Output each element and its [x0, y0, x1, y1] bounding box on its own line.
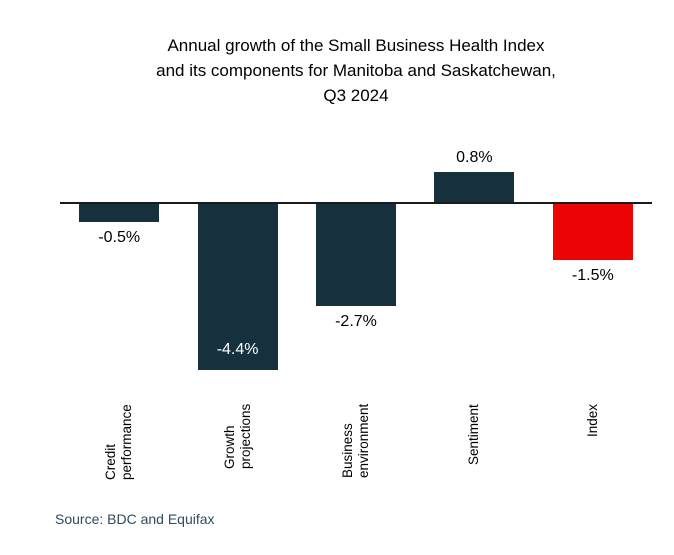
category-label-index: Index [584, 403, 600, 437]
category-label-credit-performance: Credit performance [103, 404, 135, 480]
source-note: Source: BDC and Equifax [55, 511, 215, 527]
bar-index [552, 203, 633, 260]
chart-title-line: and its components for Manitoba and Sask… [156, 61, 556, 80]
x-axis-line [60, 202, 652, 204]
chart-title-line: Annual growth of the Small Business Heal… [167, 36, 545, 55]
chart-title-line: Q3 2024 [323, 86, 389, 105]
value-label-index: -1.5% [571, 267, 614, 284]
plot-area: -0.5% Credit performance -4.4% Growth project… [60, 0, 652, 520]
bar-credit-performance [79, 203, 160, 222]
chart-title: Annual growth of the Small Business Heal… [39, 33, 673, 108]
category-label-growth-projections: Growth projections [221, 403, 253, 469]
bar-sentiment [434, 172, 515, 202]
bar-growth-projections [197, 203, 278, 370]
value-label-sentiment: 0.8% [456, 149, 493, 166]
value-label-business-environment: -2.7% [335, 313, 377, 330]
category-label-business-environment: Business environment [340, 403, 371, 478]
value-label-growth-projections: -4.4% [216, 341, 259, 358]
value-label-credit-performance: -0.5% [98, 229, 141, 246]
bar-business-environment [316, 203, 396, 306]
category-label-sentiment: Sentiment [466, 404, 482, 465]
